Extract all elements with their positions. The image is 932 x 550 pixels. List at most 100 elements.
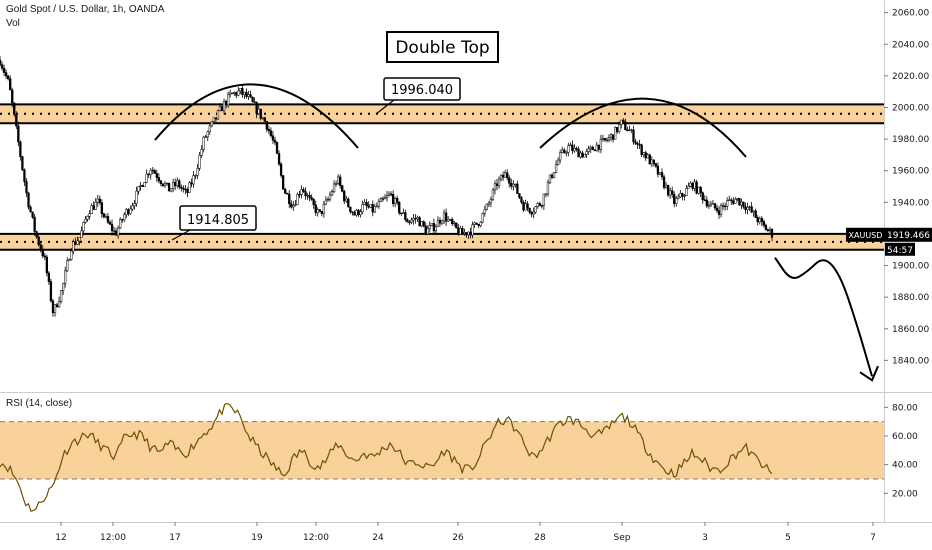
candle-body <box>6 75 10 80</box>
candle-body <box>540 205 543 207</box>
candle-body <box>11 89 14 104</box>
candle-body <box>406 219 409 223</box>
price-tick-label: 2060.00 <box>892 9 929 19</box>
title-frame <box>386 31 499 63</box>
candle-body <box>396 198 399 203</box>
candle-body <box>343 191 346 202</box>
candle-body <box>457 227 460 235</box>
candle-body <box>666 184 670 196</box>
candle-body <box>473 222 476 225</box>
candle-body <box>630 129 633 131</box>
candle-body <box>430 223 433 226</box>
candle-body <box>100 202 103 215</box>
candle-body <box>620 119 623 125</box>
candle-body <box>461 228 464 235</box>
candle-body <box>534 206 537 213</box>
candle-body <box>202 136 205 150</box>
candle-body <box>249 94 252 98</box>
candle-body <box>538 203 541 206</box>
candle-body <box>614 127 617 140</box>
candle-body <box>577 148 580 158</box>
candle-body <box>605 139 609 141</box>
candle-body <box>754 210 757 218</box>
callout-frame <box>179 205 257 231</box>
candle-body <box>711 203 715 205</box>
candle-body <box>76 240 79 245</box>
candle-body <box>736 197 739 200</box>
candle-body <box>59 290 63 302</box>
candle-body <box>45 256 48 274</box>
candle-body <box>660 172 664 178</box>
candle-body <box>253 101 256 103</box>
countdown-tag-bg <box>885 242 915 256</box>
candle-body <box>389 193 393 195</box>
candle-body <box>699 186 702 193</box>
candle-body <box>129 208 132 214</box>
candle-body <box>165 182 169 185</box>
candle-body <box>47 272 51 282</box>
candle-body <box>114 230 118 236</box>
candle-body <box>143 182 146 187</box>
candle-body <box>756 217 759 223</box>
candle-body <box>123 214 126 221</box>
candle-body <box>642 152 645 155</box>
candle-body <box>4 72 8 77</box>
candle-body <box>585 151 588 155</box>
candle-body <box>422 221 425 227</box>
candle-body <box>497 178 501 186</box>
candle-body <box>92 205 95 210</box>
candle-body <box>662 176 666 188</box>
candle-body <box>212 117 216 122</box>
candle-body <box>70 250 73 260</box>
candle-body <box>320 210 323 214</box>
candle-body <box>719 205 723 215</box>
candle-body <box>86 216 89 220</box>
candle-body <box>595 144 598 152</box>
candles-group <box>0 55 774 317</box>
candle-body <box>184 188 187 191</box>
chart-title: Double Top <box>395 38 489 58</box>
candle-body <box>487 202 491 205</box>
candle-body <box>341 185 344 192</box>
candle-body <box>39 244 42 250</box>
candle-body <box>475 222 478 225</box>
time-tick-label: 17 <box>169 533 180 543</box>
candle-body <box>214 117 218 120</box>
candle-body <box>55 304 59 308</box>
candle-body <box>231 92 234 95</box>
candle-body <box>377 201 381 207</box>
candle-body <box>671 190 674 195</box>
time-tick-label: 24 <box>372 533 384 543</box>
candle-body <box>721 205 725 207</box>
candle-body <box>94 201 97 210</box>
candle-body <box>394 198 397 204</box>
candle-body <box>257 108 260 114</box>
candle-body <box>210 121 213 127</box>
candle-body <box>408 221 411 224</box>
candle-body <box>744 206 747 211</box>
candle-body <box>367 205 370 208</box>
candle-body <box>383 197 387 200</box>
candle-body <box>23 169 26 182</box>
candle-body <box>479 221 482 226</box>
candle-body <box>255 102 258 114</box>
candle-body <box>432 223 436 232</box>
candle-body <box>151 169 154 172</box>
price-tag-bg <box>885 227 932 242</box>
candle-body <box>764 224 768 231</box>
candle-body <box>61 283 65 291</box>
candle-body <box>683 195 686 197</box>
candle-body <box>563 149 566 153</box>
candle-body <box>265 121 268 130</box>
candle-body <box>760 218 763 222</box>
candle-body <box>53 304 57 314</box>
candle-body <box>579 152 582 158</box>
candle-body <box>526 203 529 209</box>
candle-body <box>611 134 615 140</box>
candle-body <box>137 186 140 192</box>
candle-body <box>418 217 421 227</box>
candle-body <box>636 143 639 145</box>
price-tick-label: 1900.00 <box>892 262 929 272</box>
candle-body <box>43 255 46 258</box>
